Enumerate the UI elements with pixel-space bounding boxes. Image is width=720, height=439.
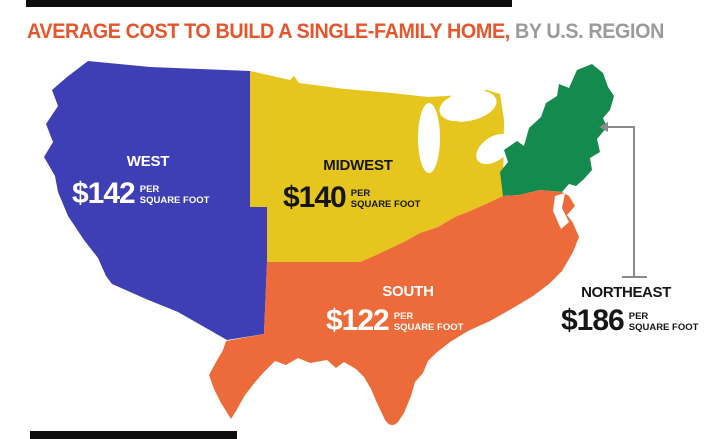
west-region-label: WEST	[126, 153, 170, 170]
region-south-shape	[209, 190, 579, 426]
region-northeast-shape	[500, 64, 614, 196]
midwest-price-unit: PER SQUARE FOOT	[350, 188, 421, 210]
northeast-price-value: $186	[561, 304, 625, 337]
northeast-callout-line	[599, 122, 647, 278]
south-price-value: $122	[326, 304, 390, 337]
lake-michigan-shape	[418, 103, 440, 173]
south-region-label: SOUTH	[382, 283, 434, 300]
west-price-value: $142	[72, 177, 136, 210]
west-price-unit: PER SQUARE FOOT	[139, 184, 210, 206]
midwest-price-value: $140	[283, 181, 347, 214]
michigan-mitten-shape	[443, 121, 469, 175]
cropped-top-bar	[26, 0, 512, 7]
south-price-block: $122 PER SQUARE FOOT	[326, 304, 464, 337]
northeast-region-label: NORTHEAST	[581, 284, 671, 301]
title-suffix: BY U.S. REGION	[509, 20, 665, 43]
northeast-price-block: $186 PER SQUARE FOOT	[561, 304, 699, 337]
callout-arrowhead-icon	[599, 122, 608, 132]
page-title: AVERAGE COST TO BUILD A SINGLE-FAMILY HO…	[27, 20, 664, 44]
west-price-block: $142 PER SQUARE FOOT	[72, 177, 210, 210]
lake-erie-shape	[476, 133, 512, 165]
northeast-price-unit: PER SQUARE FOOT	[628, 311, 699, 333]
midwest-price-block: $140 PER SQUARE FOOT	[283, 181, 421, 214]
chesapeake-inlet-shape	[553, 193, 569, 229]
midwest-region-label: MIDWEST	[323, 157, 393, 174]
region-west-shape	[44, 61, 267, 340]
title-highlight: AVERAGE COST TO BUILD A SINGLE-FAMILY HO…	[27, 20, 510, 43]
cropped-bottom-bar	[30, 431, 237, 439]
lake-superior-huron-shape	[439, 90, 497, 122]
region-midwest-shape	[250, 71, 504, 262]
south-price-unit: PER SQUARE FOOT	[393, 311, 464, 333]
